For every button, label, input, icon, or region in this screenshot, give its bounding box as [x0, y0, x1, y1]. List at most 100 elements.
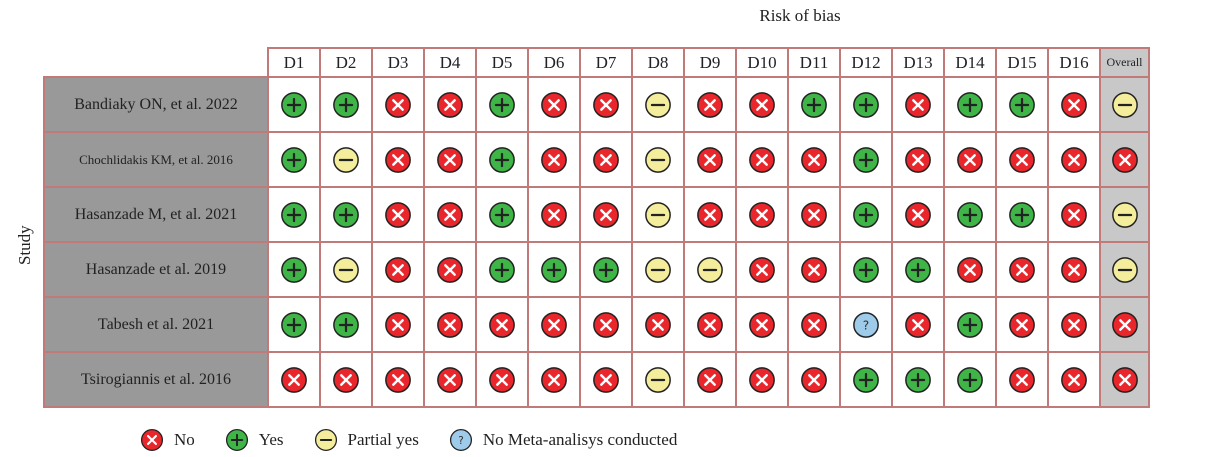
rating-cell-d16: [1047, 296, 1101, 353]
rating-cell-d13: [891, 186, 945, 243]
rating-cell-d16: [1047, 241, 1101, 298]
rating-cell-d9: [683, 131, 737, 188]
rating-cell-d9: [683, 186, 737, 243]
rating-cell-d2: [319, 296, 373, 353]
plus-circle-icon: [1009, 201, 1035, 228]
rating-cell-d8: [631, 241, 685, 298]
study-label: Chochlidakis KM, et al. 2016: [43, 131, 269, 188]
plus-circle-icon: [281, 146, 307, 173]
rating-cell-overall: [1099, 131, 1150, 188]
rating-cell-d11: [787, 131, 841, 188]
rating-cell-overall: [1099, 241, 1150, 298]
rating-cell-d15: [995, 351, 1049, 408]
x-circle-icon: [801, 256, 827, 283]
question-circle-icon: ?: [853, 311, 879, 338]
rating-cell-d8: [631, 76, 685, 133]
column-header-d13: D13: [891, 47, 945, 78]
plus-circle-icon: [1009, 91, 1035, 118]
rating-cell-d4: [423, 131, 477, 188]
legend-label: No Meta-analisys conducted: [482, 430, 678, 449]
x-circle-icon: [437, 311, 463, 338]
x-circle-icon: [541, 91, 567, 118]
column-header-d5: D5: [475, 47, 529, 78]
rating-cell-d1: [267, 351, 321, 408]
plus-circle-icon: [225, 428, 248, 452]
rating-cell-d5: [475, 241, 529, 298]
rating-cell-d3: [371, 76, 425, 133]
x-circle-icon: [1009, 146, 1035, 173]
rating-cell-d6: [527, 131, 581, 188]
plus-circle-icon: [853, 256, 879, 283]
rating-cell-d2: [319, 186, 373, 243]
x-circle-icon: [385, 311, 411, 338]
rating-cell-d9: [683, 76, 737, 133]
x-circle-icon: [801, 201, 827, 228]
rating-cell-d15: [995, 131, 1049, 188]
rating-cell-d1: [267, 76, 321, 133]
rating-cell-d6: [527, 351, 581, 408]
column-header-d3: D3: [371, 47, 425, 78]
rating-cell-d2: [319, 131, 373, 188]
x-circle-icon: [1061, 91, 1087, 118]
rating-cell-overall: [1099, 351, 1150, 408]
legend: No Yes Partial yes? No Meta-analisys conduc…: [140, 428, 707, 452]
rating-cell-d10: [735, 131, 789, 188]
rating-cell-d14: [943, 351, 997, 408]
rating-cell-d10: [735, 76, 789, 133]
rating-cell-d14: [943, 296, 997, 353]
rating-cell-d15: [995, 76, 1049, 133]
rating-cell-d16: [1047, 186, 1101, 243]
plus-circle-icon: [905, 256, 931, 283]
rating-cell-d15: [995, 241, 1049, 298]
rating-cell-d11: [787, 296, 841, 353]
rating-cell-d7: [579, 76, 633, 133]
rating-cell-d10: [735, 296, 789, 353]
rating-cell-d9: [683, 351, 737, 408]
table-row: Bandiaky ON, et al. 2022: [43, 76, 1150, 133]
rating-cell-d8: [631, 351, 685, 408]
column-header-d12: D12: [839, 47, 893, 78]
column-header-overall: Overall: [1099, 47, 1150, 78]
plus-circle-icon: [801, 91, 827, 118]
legend-label: Partial yes: [347, 430, 419, 449]
x-circle-icon: [593, 311, 619, 338]
rating-cell-d4: [423, 351, 477, 408]
rating-cell-d4: [423, 76, 477, 133]
study-label: Bandiaky ON, et al. 2022: [43, 76, 269, 133]
rating-cell-d13: [891, 351, 945, 408]
rating-cell-d8: [631, 296, 685, 353]
rating-cell-d4: [423, 241, 477, 298]
x-circle-icon: [437, 201, 463, 228]
rating-cell-d11: [787, 241, 841, 298]
rating-cell-d1: [267, 241, 321, 298]
rating-cell-d3: [371, 131, 425, 188]
minus-circle-icon: [1111, 256, 1138, 283]
rating-cell-d13: [891, 131, 945, 188]
rating-cell-d14: [943, 241, 997, 298]
rating-cell-d14: [943, 186, 997, 243]
svg-text:?: ?: [458, 435, 464, 447]
plus-circle-icon: [541, 256, 567, 283]
minus-circle-icon: [645, 366, 671, 393]
x-circle-icon: [905, 201, 931, 228]
rating-cell-d5: [475, 76, 529, 133]
x-circle-icon: [1009, 256, 1035, 283]
legend-item-no: No: [140, 428, 195, 452]
rating-cell-d3: [371, 351, 425, 408]
x-circle-icon: [697, 201, 723, 228]
x-circle-icon: [593, 146, 619, 173]
rating-cell-d4: [423, 296, 477, 353]
x-circle-icon: [385, 201, 411, 228]
x-circle-icon: [593, 366, 619, 393]
rating-cell-d8: [631, 186, 685, 243]
rating-cell-d3: [371, 186, 425, 243]
rating-cell-d11: [787, 351, 841, 408]
rating-cell-d1: [267, 131, 321, 188]
x-circle-icon: [385, 256, 411, 283]
x-circle-icon: [140, 428, 164, 452]
rating-cell-d5: [475, 131, 529, 188]
rating-cell-d13: [891, 76, 945, 133]
plus-circle-icon: [957, 91, 983, 118]
column-header-d1: D1: [267, 47, 321, 78]
plus-circle-icon: [853, 146, 879, 173]
